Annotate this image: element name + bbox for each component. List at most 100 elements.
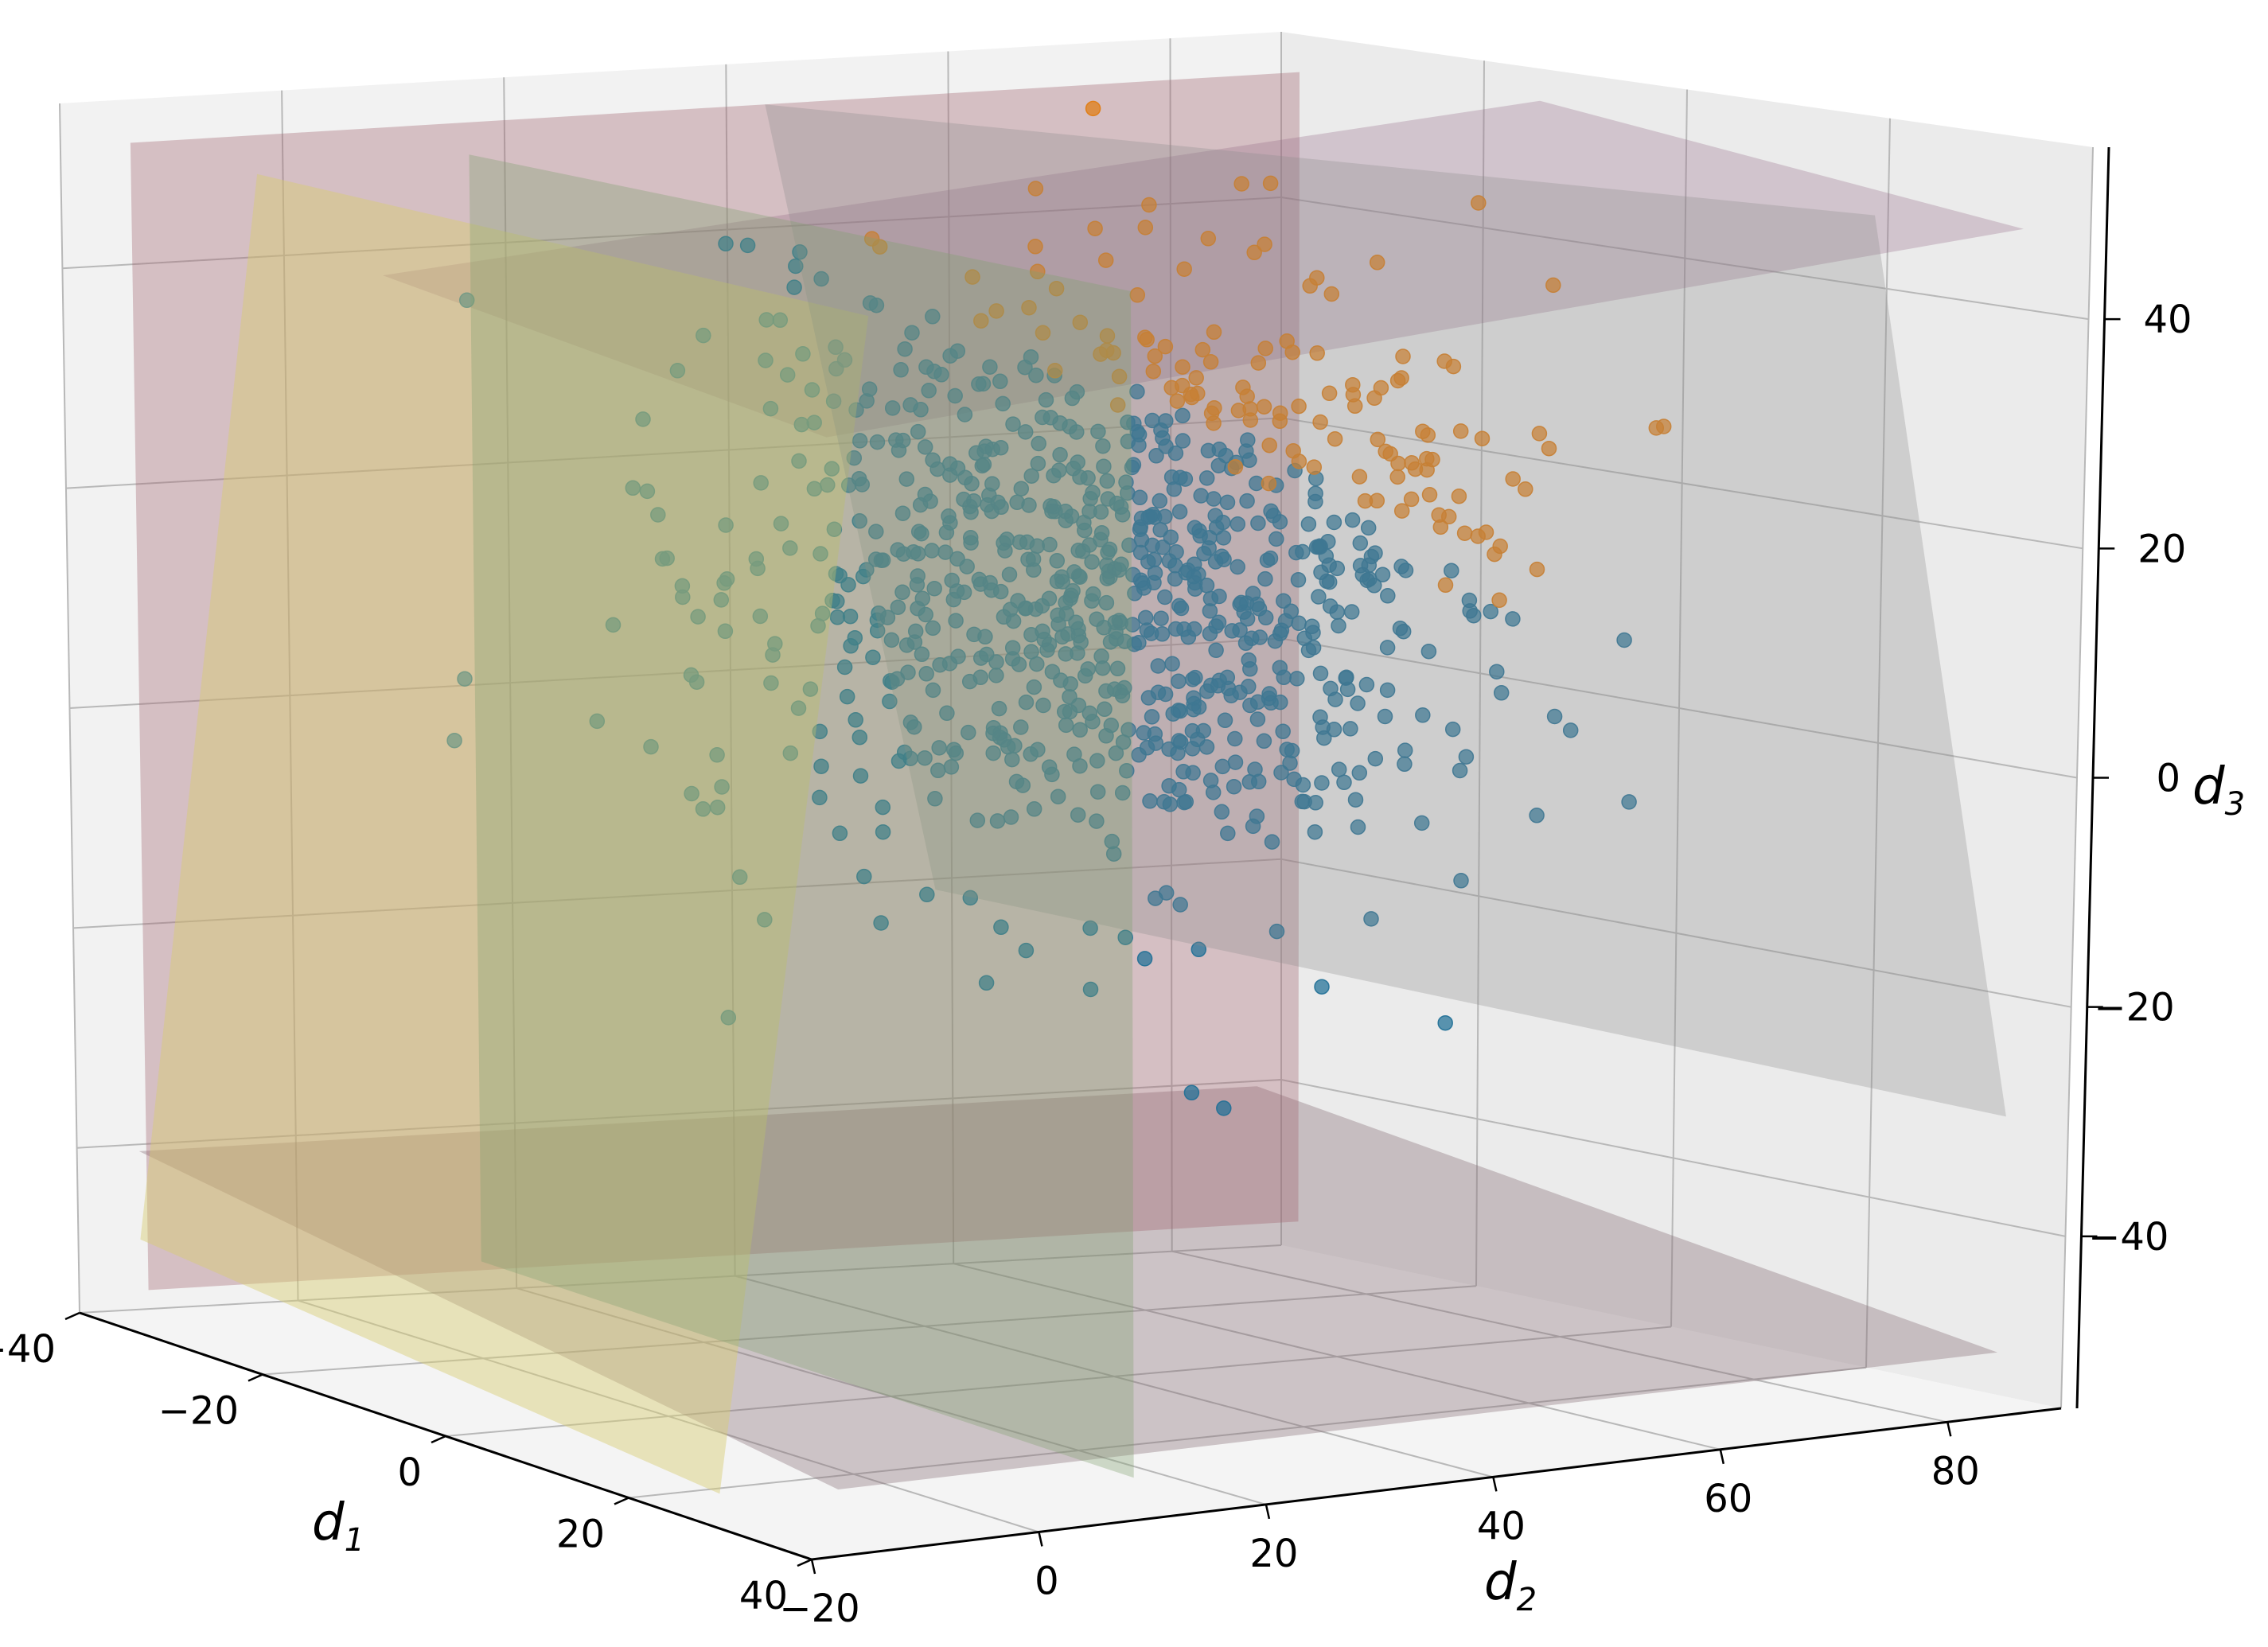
data-point-outlier xyxy=(1202,354,1219,370)
data-point xyxy=(859,562,875,578)
data-point xyxy=(1312,709,1328,726)
data-point-outlier xyxy=(1373,380,1389,396)
data-point xyxy=(1090,423,1106,440)
data-point xyxy=(1267,633,1284,649)
data-point xyxy=(969,812,986,828)
data-point-outlier xyxy=(1021,299,1037,316)
data-point xyxy=(812,789,828,806)
z-tick-label: 20 xyxy=(2137,527,2186,571)
data-point xyxy=(1289,671,1305,687)
data-point xyxy=(790,700,807,716)
data-point xyxy=(985,720,1002,736)
data-point xyxy=(1108,745,1124,761)
data-point xyxy=(1275,723,1291,740)
data-point xyxy=(859,393,875,409)
data-point xyxy=(1185,672,1201,687)
data-point xyxy=(1172,469,1188,485)
data-point xyxy=(1035,697,1051,714)
data-point xyxy=(1296,793,1312,810)
data-point xyxy=(1116,679,1132,696)
data-point-outlier xyxy=(1378,443,1393,460)
data-point xyxy=(984,582,1000,598)
data-point-outlier xyxy=(1242,412,1259,428)
data-point xyxy=(904,325,920,341)
data-point-outlier xyxy=(1389,372,1406,389)
data-point xyxy=(902,397,918,413)
data-point xyxy=(1050,788,1066,804)
data-point xyxy=(1366,578,1382,594)
data-point xyxy=(1070,568,1087,584)
data-point xyxy=(1323,680,1339,697)
data-point-outlier xyxy=(1529,561,1545,578)
data-point xyxy=(813,271,829,287)
data-point xyxy=(1146,551,1163,568)
data-point xyxy=(873,915,889,931)
data-point xyxy=(1437,1014,1453,1031)
data-point xyxy=(919,886,935,903)
data-point xyxy=(963,535,979,551)
data-point xyxy=(906,543,922,560)
data-point-outlier xyxy=(1306,459,1323,475)
data-point-outlier xyxy=(1046,363,1063,379)
data-point xyxy=(1264,834,1280,850)
data-point xyxy=(1377,708,1393,725)
data-point xyxy=(446,732,462,749)
data-point xyxy=(1129,424,1146,440)
data-point xyxy=(1152,493,1168,509)
x-tick-mark xyxy=(431,1435,446,1444)
data-point-outlier xyxy=(1250,355,1267,371)
data-point xyxy=(840,577,856,593)
data-point-outlier xyxy=(1393,503,1410,519)
data-point xyxy=(1244,630,1260,647)
data-point xyxy=(1272,660,1288,676)
data-point xyxy=(918,359,934,376)
data-point-outlier xyxy=(1035,325,1051,341)
data-point xyxy=(1072,469,1088,485)
data-point xyxy=(1483,603,1498,620)
data-point xyxy=(753,475,769,491)
data-point xyxy=(1038,391,1054,408)
data-point xyxy=(927,791,943,807)
data-point xyxy=(895,432,911,449)
y-tick-mark xyxy=(1947,1422,1952,1437)
data-point xyxy=(959,559,975,574)
data-point xyxy=(1028,367,1044,384)
data-point xyxy=(1290,572,1307,588)
data-point xyxy=(964,476,980,492)
data-point xyxy=(1256,733,1272,750)
data-point xyxy=(1124,459,1140,476)
data-point xyxy=(1229,516,1246,532)
data-point xyxy=(1458,749,1475,765)
data-point xyxy=(813,546,828,562)
data-point xyxy=(1104,833,1120,850)
data-point xyxy=(947,387,963,404)
data-point xyxy=(1167,621,1184,637)
data-point xyxy=(802,681,819,697)
data-point xyxy=(1018,942,1035,959)
data-point xyxy=(1505,611,1521,627)
grid-x-floor xyxy=(79,1244,1282,1314)
data-point xyxy=(806,481,823,497)
data-point xyxy=(1026,801,1042,817)
data-point xyxy=(1004,651,1021,667)
data-point xyxy=(458,292,475,309)
data-point xyxy=(962,890,979,906)
data-point xyxy=(1132,521,1148,538)
data-point-outlier xyxy=(1321,385,1338,402)
data-point xyxy=(1217,712,1233,729)
data-point xyxy=(921,383,937,399)
data-point xyxy=(949,460,966,477)
x-tick-label: 20 xyxy=(556,1513,605,1557)
data-point xyxy=(1114,785,1131,801)
data-point xyxy=(938,524,955,541)
data-point xyxy=(1018,600,1034,617)
data-point-outlier xyxy=(1200,231,1217,247)
data-point xyxy=(1311,589,1327,605)
data-point xyxy=(1367,750,1384,767)
data-point xyxy=(1070,542,1086,559)
data-point xyxy=(1070,807,1086,823)
data-point xyxy=(1096,458,1112,474)
data-point xyxy=(1339,681,1356,698)
data-point xyxy=(1084,593,1100,609)
data-point-outlier xyxy=(1309,345,1325,361)
